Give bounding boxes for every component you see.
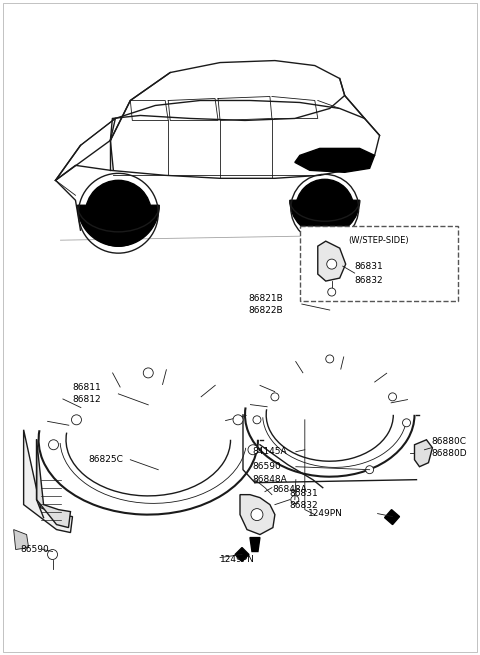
Circle shape [48, 440, 59, 450]
Text: 86831: 86831 [290, 489, 319, 498]
Polygon shape [295, 149, 374, 172]
Text: 1249PN: 1249PN [220, 555, 255, 564]
Polygon shape [318, 241, 346, 281]
Polygon shape [415, 440, 432, 467]
Polygon shape [24, 430, 72, 533]
Text: 86590: 86590 [252, 462, 281, 471]
Circle shape [271, 393, 279, 401]
Circle shape [48, 550, 58, 559]
Polygon shape [235, 548, 249, 561]
Circle shape [296, 179, 354, 237]
Text: 84145A: 84145A [252, 447, 287, 457]
Text: 86880D: 86880D [432, 449, 467, 458]
Text: 86832: 86832 [355, 276, 384, 284]
Text: 86590: 86590 [21, 545, 49, 554]
Text: 86822B: 86822B [248, 305, 283, 314]
Circle shape [233, 415, 243, 425]
Circle shape [327, 259, 336, 269]
Circle shape [403, 419, 410, 427]
Circle shape [328, 288, 336, 296]
Circle shape [253, 416, 261, 424]
Text: 86831: 86831 [355, 261, 384, 271]
Circle shape [389, 393, 396, 401]
Circle shape [72, 415, 82, 425]
Circle shape [251, 509, 263, 521]
Text: 86880C: 86880C [432, 438, 467, 446]
Polygon shape [13, 530, 29, 550]
Circle shape [291, 496, 299, 504]
Circle shape [326, 355, 334, 363]
Text: 86811: 86811 [72, 383, 101, 392]
Text: 86825C: 86825C [88, 455, 123, 464]
Circle shape [85, 180, 151, 246]
Wedge shape [77, 205, 159, 246]
Text: 86848A: 86848A [272, 485, 307, 494]
Circle shape [366, 466, 373, 474]
Polygon shape [250, 538, 260, 552]
Text: (W/STEP-SIDE): (W/STEP-SIDE) [348, 236, 409, 245]
FancyBboxPatch shape [300, 226, 458, 301]
Text: 86832: 86832 [290, 501, 319, 510]
Text: 1249PN: 1249PN [308, 509, 343, 518]
Polygon shape [36, 440, 71, 527]
Polygon shape [384, 510, 399, 525]
Text: 86848A: 86848A [252, 475, 287, 484]
Circle shape [248, 445, 258, 455]
Text: 86812: 86812 [72, 396, 101, 404]
Circle shape [144, 368, 153, 378]
Text: 86821B: 86821B [248, 293, 283, 303]
Polygon shape [240, 495, 275, 534]
Wedge shape [290, 200, 360, 235]
